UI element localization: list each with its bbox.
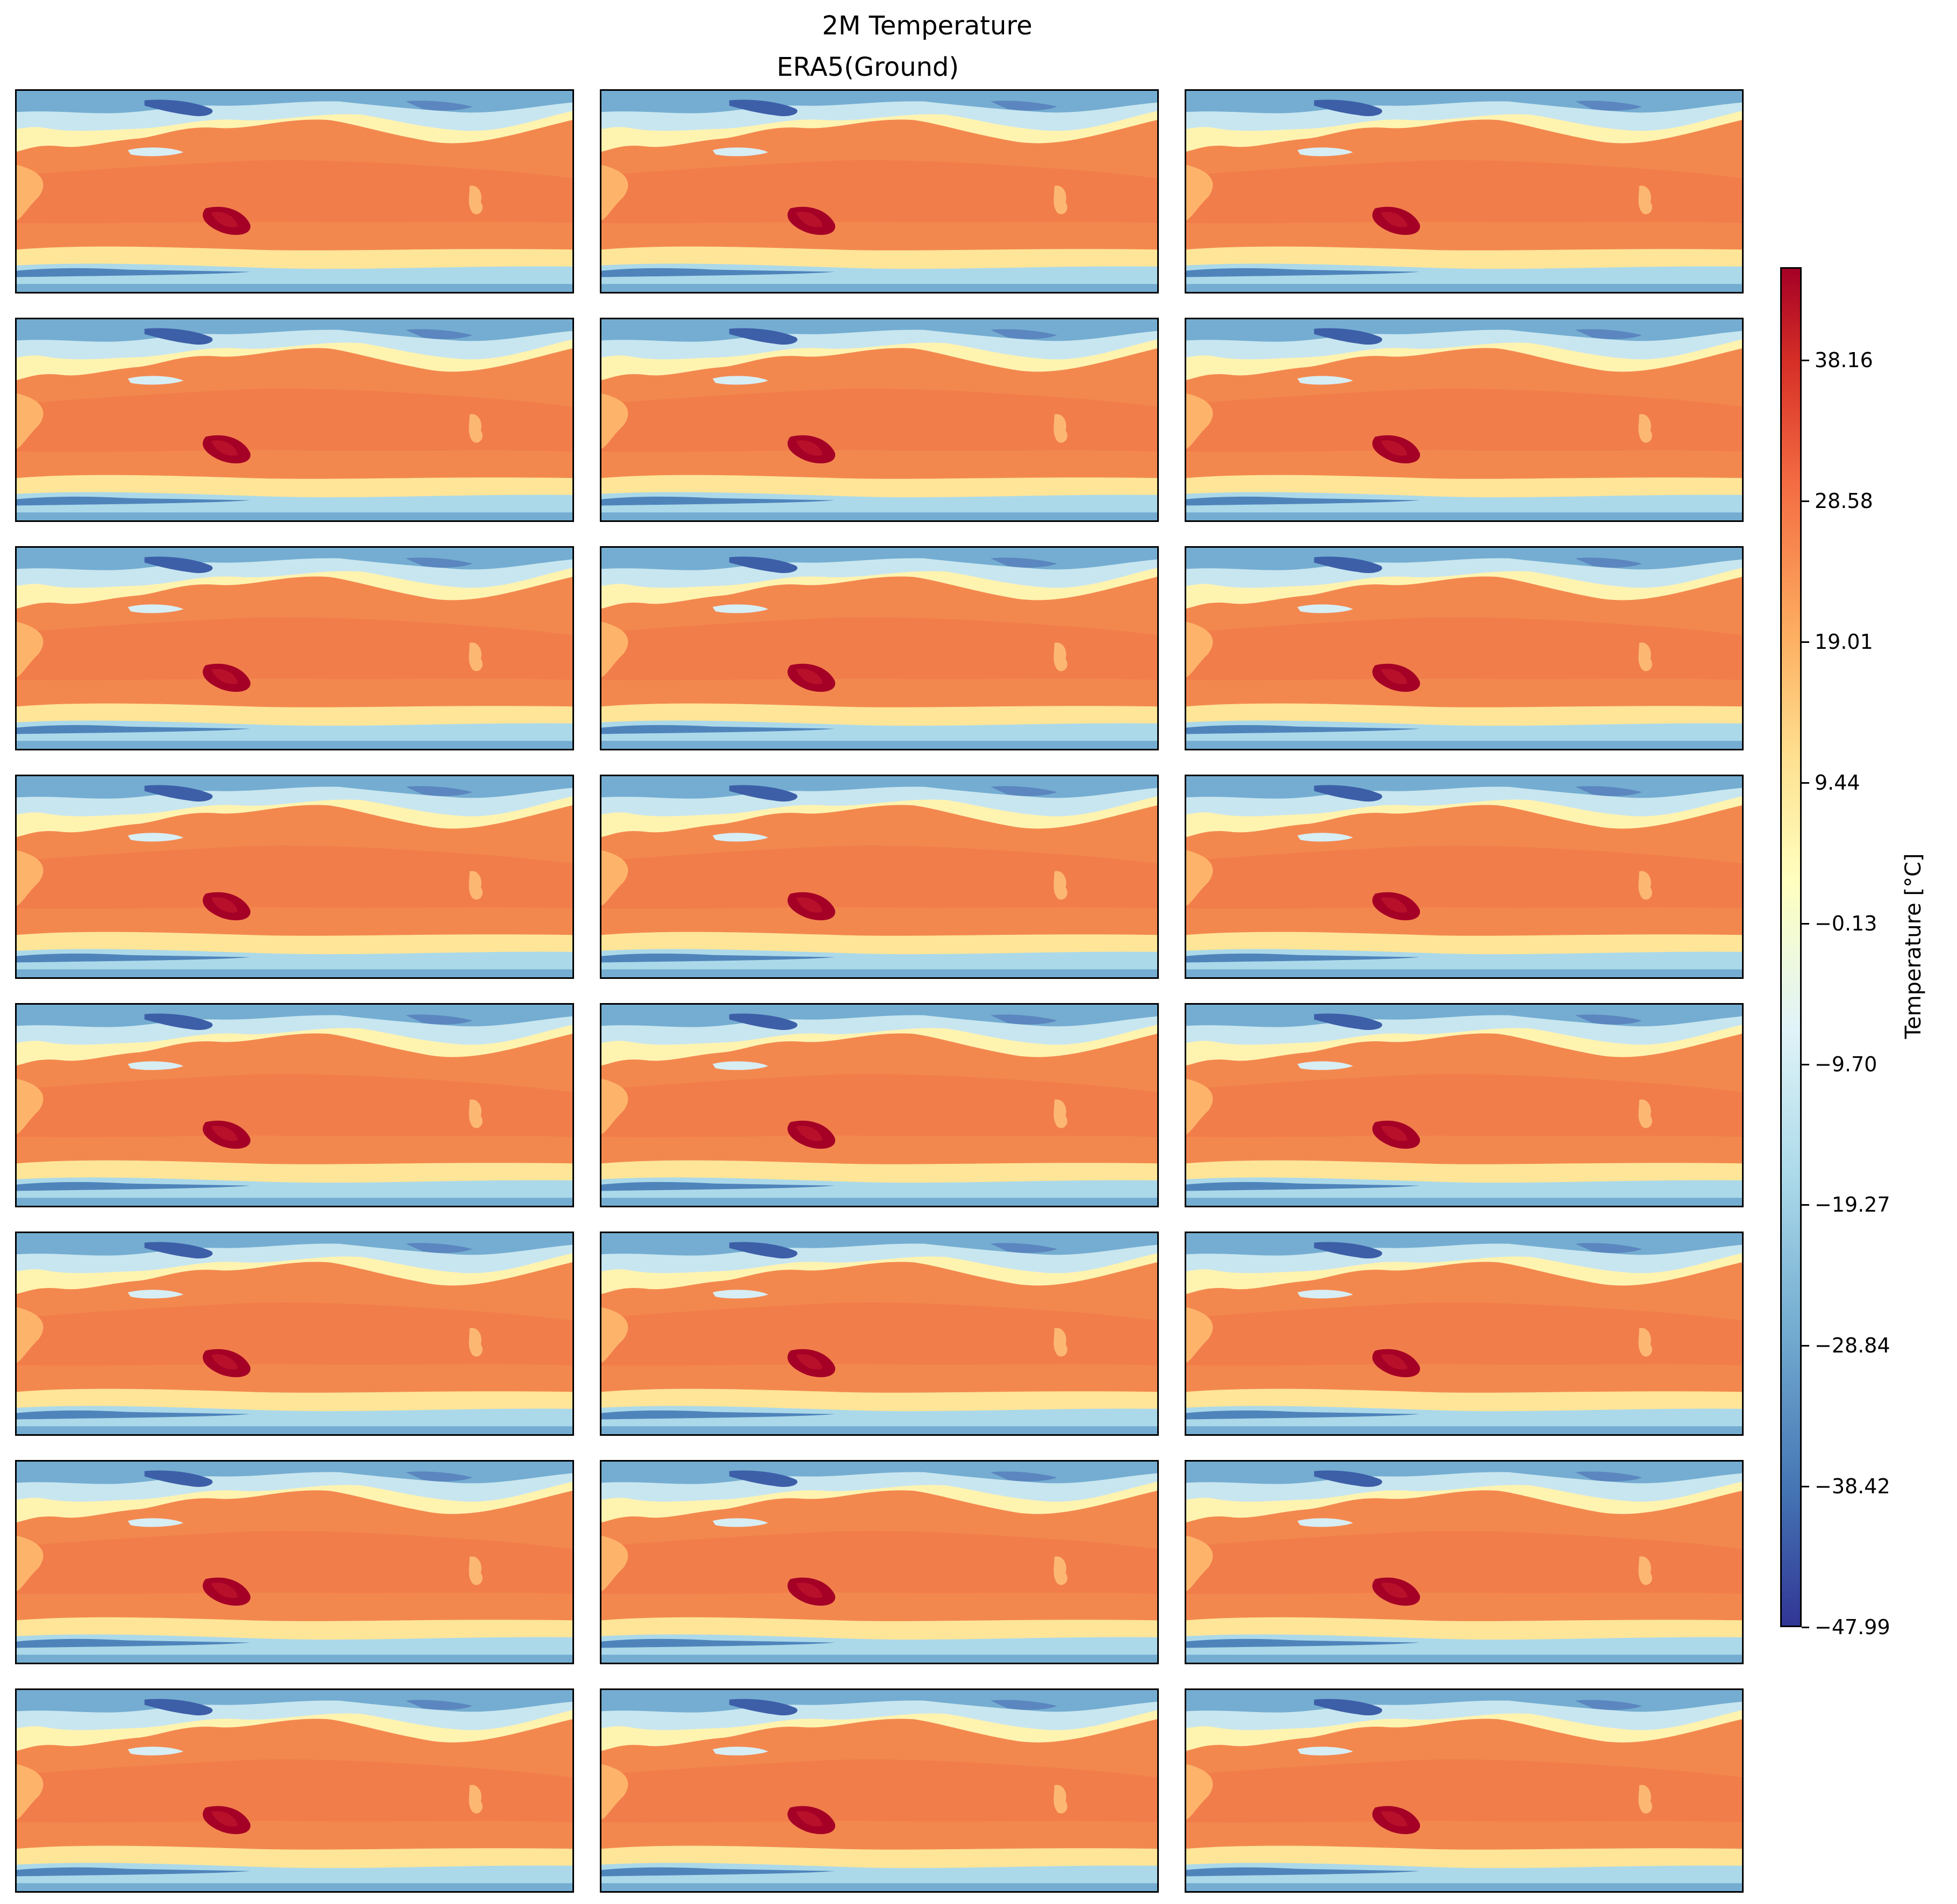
- figure-title: 2M Temperature: [822, 11, 1033, 41]
- map-panel: [600, 775, 1159, 979]
- map-panel: [1185, 546, 1744, 750]
- colorbar-tick-label: 19.01: [1815, 630, 1873, 654]
- map-panel: [1185, 1003, 1744, 1207]
- map-panel: [15, 546, 574, 750]
- map-panel: [600, 1460, 1159, 1664]
- colorbar-tick: [1802, 641, 1809, 643]
- map-panel: [1185, 1460, 1744, 1664]
- map-panel: [600, 1688, 1159, 1893]
- colorbar-tick: [1802, 1486, 1809, 1488]
- map-panel: [15, 1003, 574, 1207]
- colorbar-label: Temperature [°C]: [1901, 853, 1926, 1039]
- map-panel: [1185, 89, 1744, 294]
- colorbar-tick: [1802, 922, 1809, 925]
- colorbar-tick-label: 38.16: [1815, 348, 1873, 373]
- map-panel: [15, 1688, 574, 1893]
- colorbar-tick: [1802, 500, 1809, 503]
- panel-group-title: ERA5(Ground): [777, 52, 959, 82]
- colorbar-tick-label: −0.13: [1815, 911, 1877, 935]
- map-panel: [15, 1460, 574, 1664]
- colorbar-tick: [1802, 360, 1809, 362]
- map-panel: [1185, 1232, 1744, 1436]
- colorbar-tick: [1802, 1063, 1809, 1065]
- map-panel: [600, 318, 1159, 522]
- map-panel: [600, 1003, 1159, 1207]
- colorbar-tick-label: 28.58: [1815, 489, 1873, 513]
- colorbar-tick-label: −9.70: [1815, 1052, 1877, 1076]
- map-panel: [600, 1232, 1159, 1436]
- map-panel: [1185, 318, 1744, 522]
- colorbar-tick: [1802, 1627, 1809, 1628]
- colorbar-tick: [1802, 782, 1809, 784]
- colorbar-tick-label: −28.84: [1815, 1334, 1890, 1358]
- colorbar-tick-label: −19.27: [1815, 1193, 1890, 1217]
- map-panel-grid: [15, 89, 1744, 1893]
- colorbar: [1780, 267, 1802, 1627]
- colorbar-tick: [1802, 1204, 1809, 1206]
- map-panel: [1185, 775, 1744, 979]
- map-panel: [600, 546, 1159, 750]
- map-panel: [15, 318, 574, 522]
- colorbar-tick-label: 9.44: [1815, 771, 1860, 795]
- map-panel: [15, 1232, 574, 1436]
- colorbar-tick-label: −38.42: [1815, 1474, 1890, 1499]
- map-panel: [15, 89, 574, 294]
- map-panel: [15, 775, 574, 979]
- colorbar-tick: [1802, 1345, 1809, 1347]
- map-panel: [600, 89, 1159, 294]
- map-panel: [1185, 1688, 1744, 1893]
- colorbar-tick-label: −47.99: [1815, 1615, 1890, 1639]
